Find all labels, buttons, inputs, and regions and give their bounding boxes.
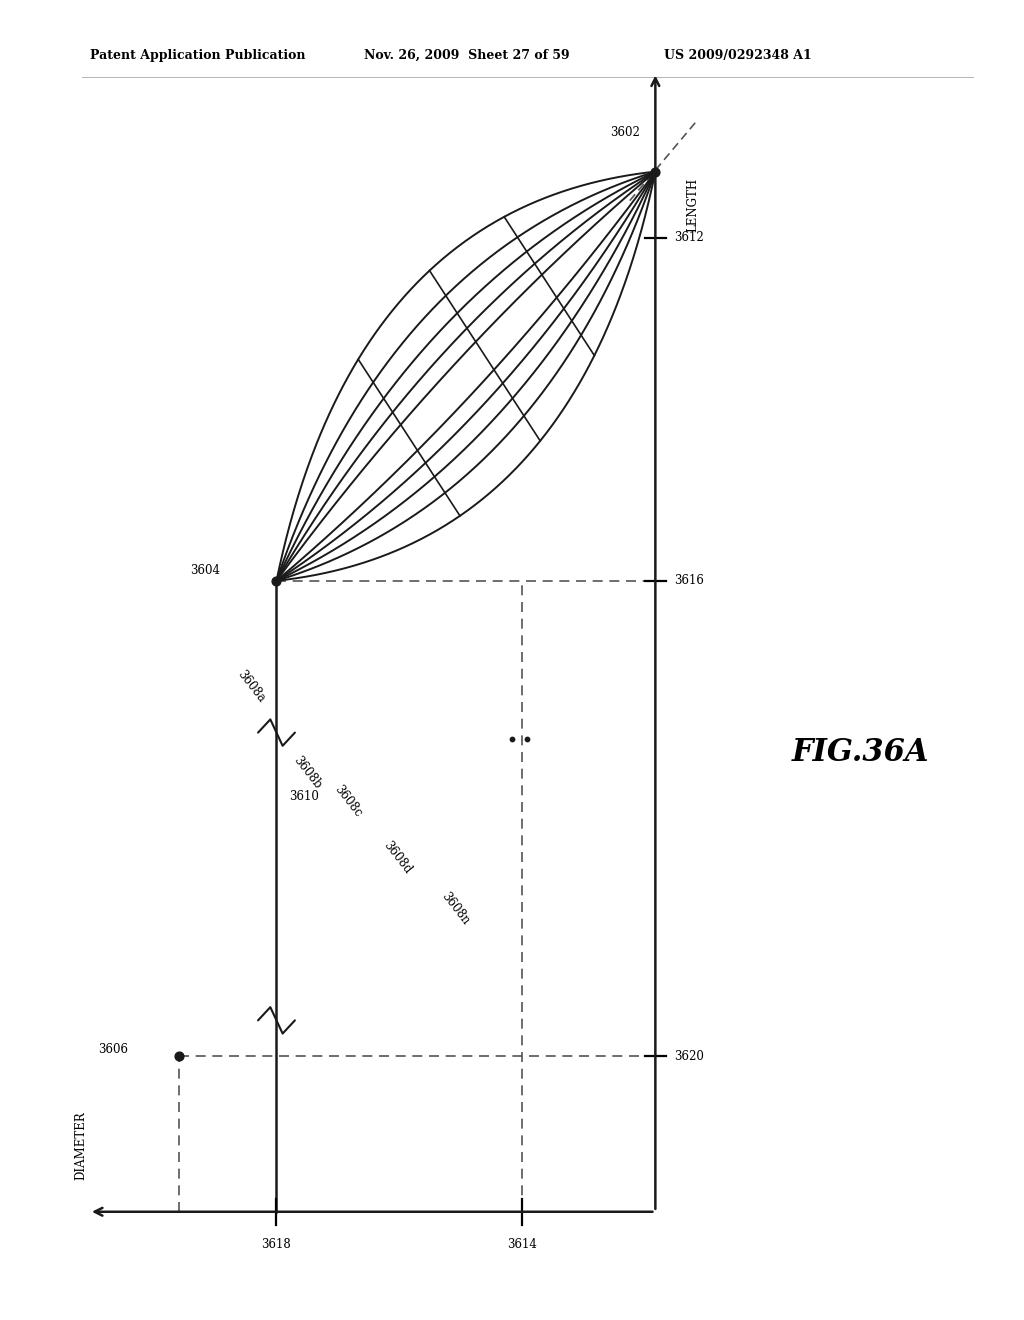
Point	[519, 729, 536, 750]
Text: 3608b: 3608b	[291, 754, 324, 791]
Text: 3610: 3610	[289, 789, 318, 803]
Text: DIAMETER: DIAMETER	[74, 1111, 87, 1180]
Text: US 2009/0292348 A1: US 2009/0292348 A1	[664, 49, 811, 62]
Text: 3612: 3612	[674, 231, 703, 244]
Text: FIG.36A: FIG.36A	[792, 737, 929, 768]
Text: 3618: 3618	[261, 1238, 292, 1251]
Text: 3602: 3602	[610, 125, 640, 139]
Point	[171, 1045, 187, 1067]
Text: 3620: 3620	[674, 1049, 703, 1063]
Text: 3608a: 3608a	[234, 668, 267, 705]
Point	[268, 570, 285, 591]
Text: LENGTH: LENGTH	[686, 177, 699, 232]
Text: 3604: 3604	[190, 564, 220, 577]
Point	[504, 729, 520, 750]
Text: 3614: 3614	[507, 1238, 538, 1251]
Text: 3608n: 3608n	[439, 890, 472, 927]
Text: Nov. 26, 2009  Sheet 27 of 59: Nov. 26, 2009 Sheet 27 of 59	[364, 49, 569, 62]
Text: 3608d: 3608d	[381, 840, 414, 876]
Text: 3608c: 3608c	[332, 783, 365, 820]
Text: Patent Application Publication: Patent Application Publication	[90, 49, 305, 62]
Text: 3616: 3616	[674, 574, 703, 587]
Point	[647, 161, 664, 182]
Text: 3606: 3606	[98, 1043, 128, 1056]
